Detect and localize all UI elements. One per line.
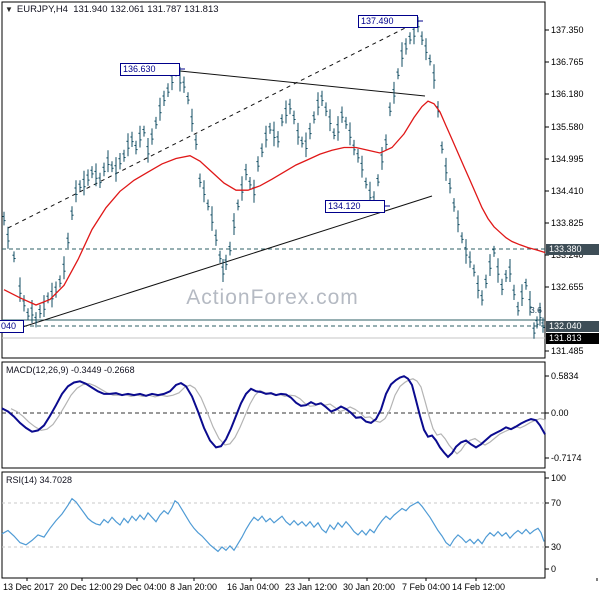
price-axis-label: 134.995 [551,154,584,164]
x-axis-label: 30 Jan 20:00 [343,582,396,592]
price-axis-label: 133.825 [551,218,584,228]
price-annotation-box: 134.120 [325,200,385,213]
price-annotation-text: 3.6 [530,305,542,315]
rsi-axis-label: 30 [551,542,562,552]
level-price-badge: 133.380 [546,244,599,255]
price-axis-label: 134.410 [551,186,584,196]
rsi-axis-label: 70 [551,498,562,508]
rsi-indicator-label: RSI(14) 34.7028 [6,475,73,485]
rsi-axis-label: 100 [551,473,567,483]
symbol-title-text: EURJPY,H4 131.940 132.061 131.787 131.81… [16,4,219,15]
macd-axis-label: 0.00 [551,408,569,418]
price-axis-label: 136.765 [551,57,584,67]
price-axis-label: 132.655 [551,282,584,292]
price-annotation-box: 137.490 [358,15,418,28]
price-axis-label: 135.580 [551,122,584,132]
x-axis-label: 20 Dec 12:00 [58,582,112,592]
x-axis-label: 8 Jan 20:00 [170,582,218,592]
level-price-badge: 132.040 [546,321,599,332]
symbol-title: ▼ EURJPY,H4 131.940 132.061 131.787 131.8… [5,4,219,15]
x-axis-label: 16 Jan 04:00 [227,582,280,592]
x-axis-label: 13 Dec 2017 [3,582,55,592]
macd-axis-label: 0.5834 [551,371,579,381]
price-axis-label: 133.240 [551,250,584,260]
rsi-axis-label: 0 [551,564,557,574]
macd-indicator-label: MACD(12,26,9) -0.3449 -0.2668 [6,365,135,375]
x-axis-label: 29 Dec 04:00 [113,582,167,592]
x-axis-label: 23 Jan 12:00 [285,582,338,592]
price-axis-label: 136.180 [551,89,584,99]
watermark: ActionForex.com [186,286,359,309]
x-axis-label: 14 Feb 12:00 [452,582,506,592]
price-axis-label: 137.350 [551,25,584,35]
dropdown-icon[interactable]: ▼ [5,5,13,14]
x-axis-label: 7 Feb 04:00 [402,582,451,592]
price-annotation-box: 040 [0,320,24,333]
macd-axis-label: -0.7174 [551,453,582,463]
current-price-badge: 131.813 [546,333,599,344]
price-annotation-box: 136.630 [120,63,180,76]
price-axis-label: 131.485 [551,346,584,356]
